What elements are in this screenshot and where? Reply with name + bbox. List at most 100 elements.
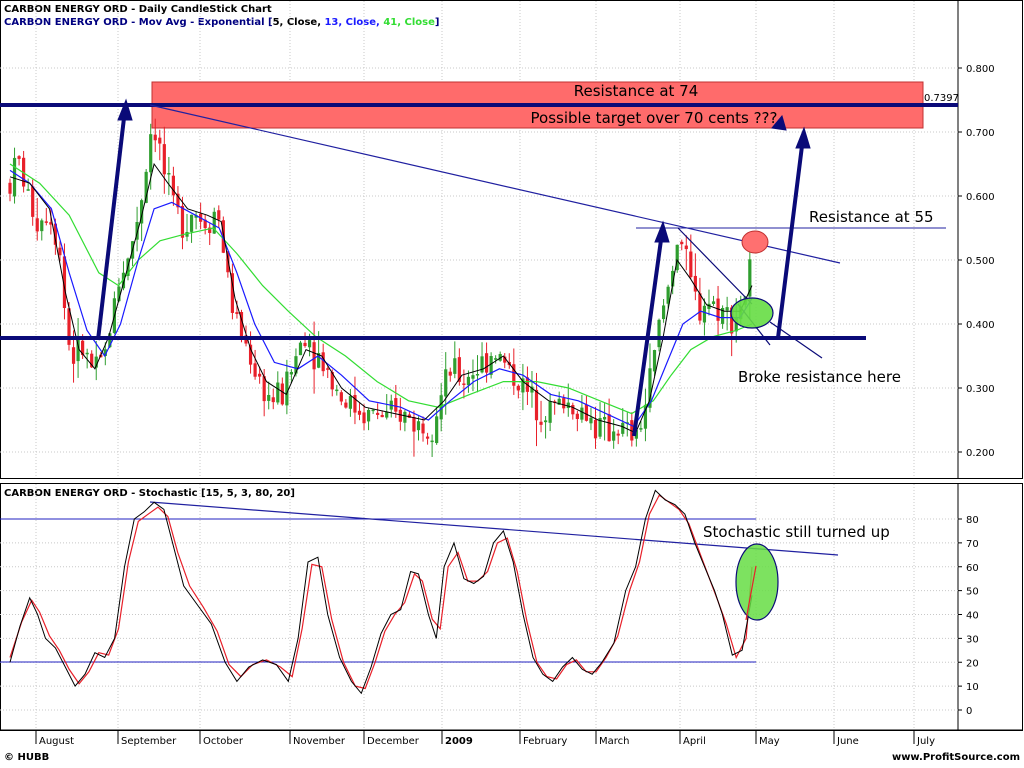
stoch-tick-label: 50 [966,587,979,598]
footer-left: © HUBB [4,752,49,763]
resistance-circle [741,230,769,254]
candle-up [294,356,298,374]
candle-down [230,273,235,313]
candle-down [326,368,330,370]
candle-up [135,222,139,240]
candle-down [17,156,21,159]
candle-up [643,404,648,429]
candle-up [671,270,675,287]
candle-down [226,251,230,273]
candle-down [67,308,71,345]
ema41-line [9,163,753,415]
candle-down [312,342,316,370]
month-label: August [39,736,74,747]
stochastic-d-line [9,494,753,690]
month-label: May [759,736,780,747]
rally-arrow-aug-sep-head [117,98,133,121]
candle-up [652,350,657,372]
price-axis: 0.800 0.700 0.600 0.500 0.400 0.300 0.200 [958,64,995,459]
candle-down [571,405,575,415]
candle-up [435,416,439,444]
stoch-tick-label: 80 [966,515,979,526]
price-value-label: 0.7397 [924,93,959,104]
candle-down [376,412,380,415]
month-label: July [916,736,935,747]
stochastic-axis: 80 70 60 50 40 30 20 10 0 [958,515,979,717]
candle-up [285,371,289,406]
candle-up [403,411,407,423]
month-label: November [293,736,346,747]
candle-down [258,373,262,377]
candle-down [539,421,543,425]
candle-down [680,241,684,245]
ema5-line [9,162,753,434]
candle-up [26,189,30,191]
candle-down [484,353,489,373]
price-tick-label: 0.800 [966,64,995,75]
candle-up [366,409,371,422]
candle-up [167,173,171,175]
candle-up [748,259,752,297]
footer-right: www.ProfitSource.com [892,752,1020,763]
candle-down [303,342,307,347]
candle-down [693,275,697,292]
ema5-legend: 5, Close, [273,17,325,28]
candle-up [335,389,339,392]
candle-down [217,210,221,220]
candle-down [698,293,702,321]
candle-up [720,308,725,324]
candle-up [103,349,107,356]
candle-down [584,404,589,421]
candle-down [71,347,76,364]
candle-up [385,411,389,418]
candle-up [85,352,89,355]
candle-up [530,386,534,393]
candle-down [462,383,466,385]
candle-up [675,244,679,271]
mov-avg-prefix: CARBON ENERGY ORD - Mov Avg - Exponentia… [4,17,273,28]
candle-down [394,398,398,412]
candle-up [598,418,602,437]
candle-down [575,413,579,420]
candle-down [630,420,634,441]
stochastic-title: CARBON ENERGY ORD - Stochastic [15, 5, 3… [4,488,295,499]
rally-arrow-mar-apr [632,239,663,437]
candle-up [416,421,421,431]
candle-up [602,416,607,420]
candle-down [689,251,693,278]
candle-down [457,357,461,382]
candle-up [189,214,194,232]
candle-up [621,422,625,434]
candle-up [194,215,198,218]
candle-down [730,307,734,334]
candle-down [44,221,48,223]
candle-down [31,186,35,217]
stoch-tick-label: 20 [966,658,979,669]
candle-up [317,353,321,368]
price-tick-label: 0.600 [966,192,995,203]
mov-avg-legend: CARBON ENERGY ORD - Mov Avg - Exponentia… [4,17,439,28]
candle-down [271,397,275,403]
month-label: October [203,736,244,747]
candle-up [612,431,616,441]
candle-up [121,272,126,289]
candle-down [362,412,366,424]
month-label: February [523,736,567,747]
candle-down [180,205,185,238]
candle-down [253,363,257,377]
candle-up [348,396,353,409]
stoch-up-label: Stochastic still turned up [703,523,890,541]
candle-up [657,319,661,348]
candle-up [94,356,98,368]
candle-down [398,409,402,422]
candle-down [412,417,416,432]
candle-up [639,428,643,430]
candle-up [702,305,707,323]
month-label: 2009 [445,736,473,747]
candle-up [648,368,652,408]
stochastic-panel-frame [0,483,1023,731]
month-label: December [367,736,420,747]
candle-down [616,433,620,436]
candle-up [580,407,584,420]
candle-down [62,256,67,309]
